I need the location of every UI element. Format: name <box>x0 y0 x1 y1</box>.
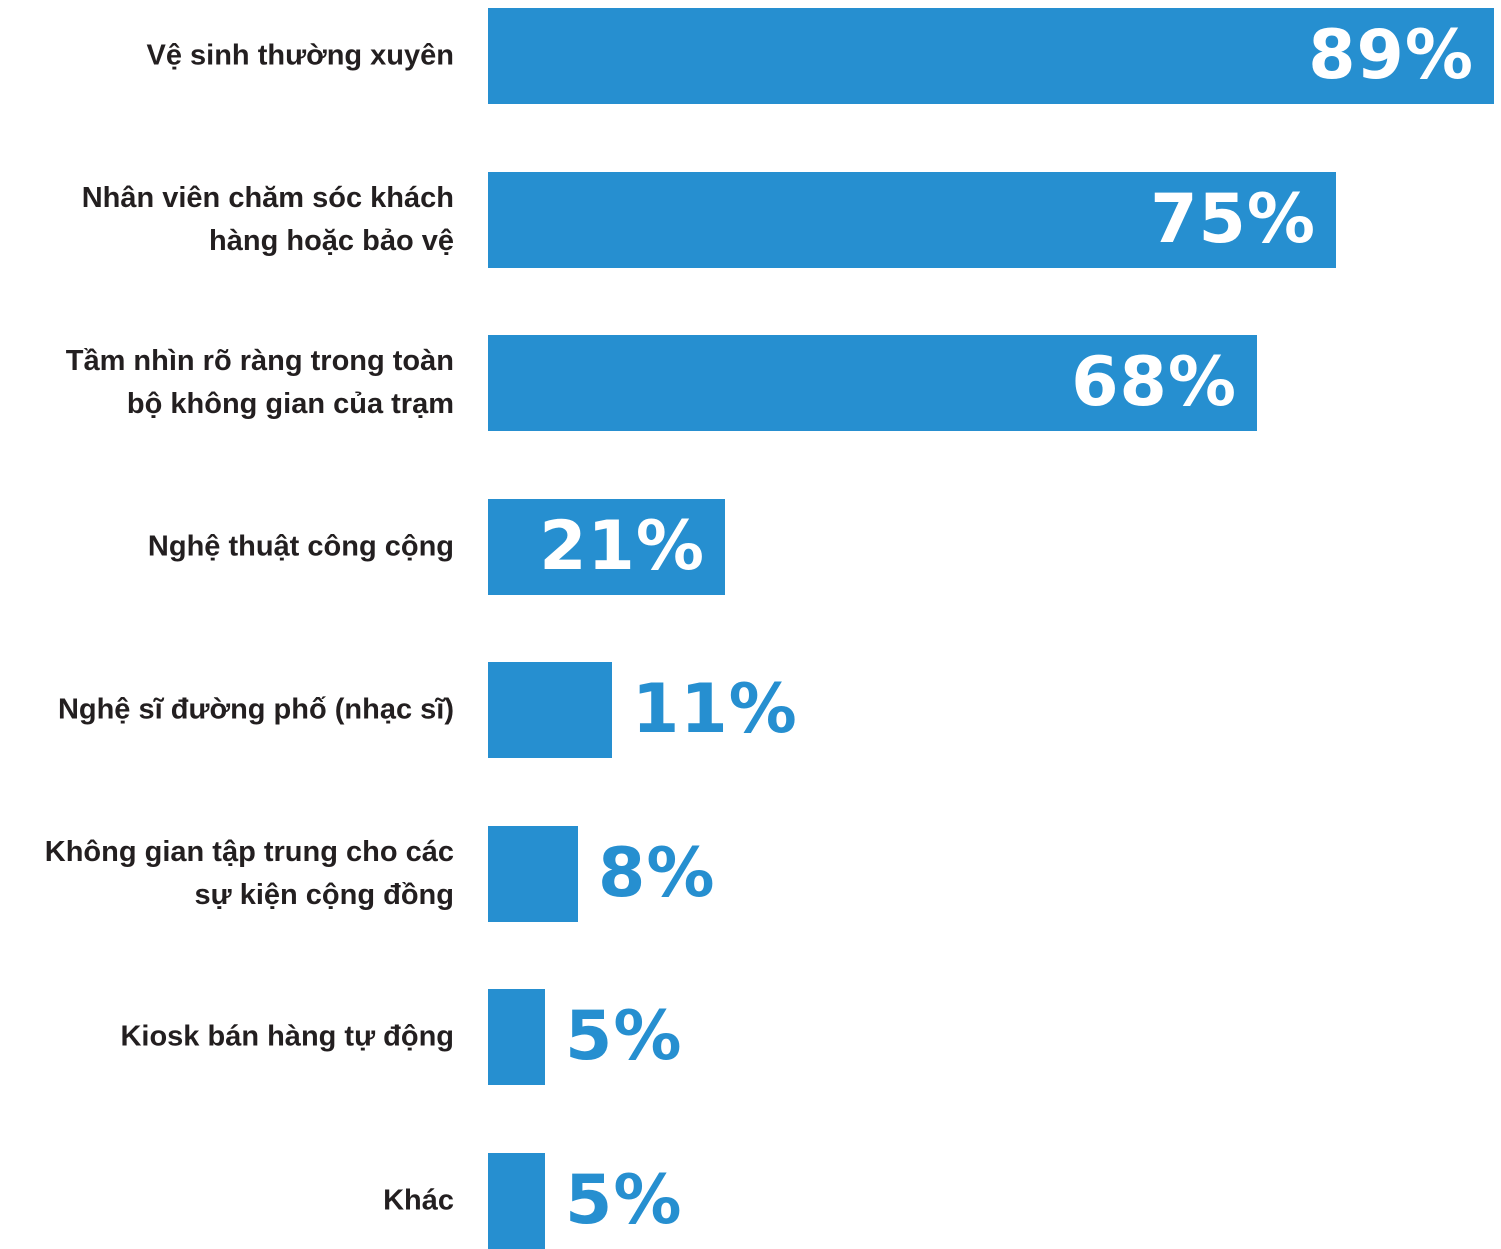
category-label: Nhân viên chăm sóc khách hàng hoặc bảo vệ <box>14 177 454 263</box>
bar-value-label: 68% <box>1071 343 1237 422</box>
category-label: Không gian tập trung cho các sự kiện cộng… <box>14 831 454 917</box>
category-label: Nghệ sĩ đường phố (nhạc sĩ) <box>14 689 454 732</box>
bar-value-label: 5% <box>565 997 683 1076</box>
category-label-line: bộ không gian của trạm <box>126 388 454 420</box>
bar-value-label: 5% <box>565 1161 683 1240</box>
category-label-line: Nghệ sĩ đường phố (nhạc sĩ) <box>57 693 454 726</box>
category-label-line: Kiosk bán hàng tự động <box>120 1020 454 1053</box>
bar <box>488 989 545 1085</box>
category-label-line: Không gian tập trung cho các <box>44 836 454 868</box>
category-label-line: sự kiện cộng đồng <box>194 879 454 911</box>
category-label: Tầm nhìn rõ ràng trong toàn bộ không gian… <box>14 340 454 426</box>
category-label-line: Nghệ thuật công cộng <box>147 530 454 563</box>
bar-value-label: 8% <box>598 834 716 913</box>
category-label-line: Tầm nhìn rõ ràng trong toàn <box>65 345 454 377</box>
category-label: Nghệ thuật công cộng <box>14 526 454 569</box>
category-label-line: hàng hoặc bảo vệ <box>209 225 454 257</box>
bar <box>488 1153 545 1249</box>
bar <box>488 8 1494 104</box>
bar-value-label: 75% <box>1150 180 1316 259</box>
bar-value-label: 21% <box>539 507 705 586</box>
category-label: Kiosk bán hàng tự động <box>14 1016 454 1059</box>
category-label-line: Vệ sinh thường xuyên <box>146 39 455 72</box>
bar <box>488 826 578 922</box>
bar-value-label: 11% <box>632 670 798 749</box>
category-label-line: Nhân viên chăm sóc khách <box>81 182 454 214</box>
bar <box>488 662 612 758</box>
bar <box>488 335 1257 431</box>
bar <box>488 499 725 595</box>
bar-value-label: 89% <box>1308 16 1474 95</box>
category-label: Khác <box>14 1180 454 1223</box>
category-label: Vệ sinh thường xuyên <box>14 35 455 78</box>
bar <box>488 172 1336 268</box>
category-label-line: Khác <box>383 1184 454 1217</box>
